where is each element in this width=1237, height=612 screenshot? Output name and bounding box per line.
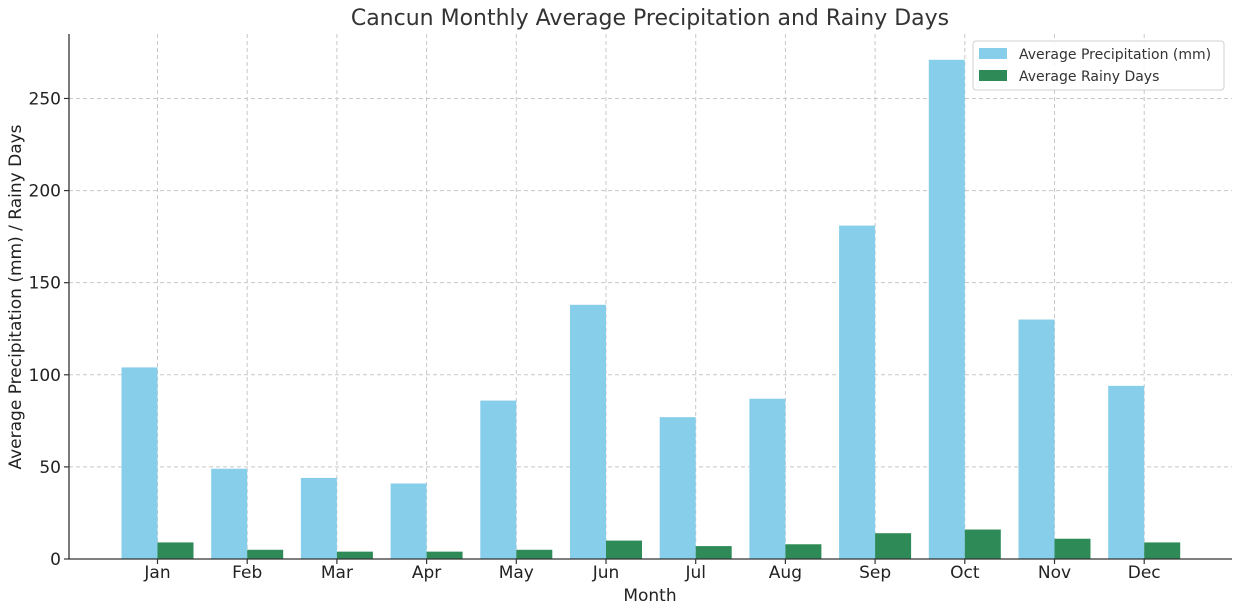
x-tick-label: Dec	[1128, 563, 1161, 583]
legend-label: Average Precipitation (mm)	[1019, 47, 1211, 63]
chart-title: Cancun Monthly Average Precipitation and…	[351, 6, 949, 31]
bar-precipitation-may	[480, 400, 517, 559]
y-tick-label: 200	[29, 182, 61, 202]
y-tick-label: 0	[50, 550, 61, 570]
bar-rainy-days-nov	[1054, 538, 1091, 559]
legend-swatch	[979, 70, 1007, 81]
x-axis-label: Month	[623, 586, 676, 606]
x-tick-label: Sep	[859, 563, 891, 583]
axes	[64, 34, 1232, 564]
x-tick-label: Oct	[950, 563, 980, 583]
bars	[121, 59, 1181, 559]
x-tick-label: Aug	[769, 563, 802, 583]
bar-rainy-days-apr	[426, 551, 463, 559]
bar-rainy-days-mar	[336, 551, 373, 559]
x-tick-label: Jan	[143, 563, 170, 583]
bar-precipitation-jul	[659, 417, 696, 559]
legend-label: Average Rainy Days	[1019, 69, 1159, 85]
bar-rainy-days-oct	[964, 529, 1001, 559]
bar-precipitation-nov	[1018, 319, 1055, 559]
y-axis-label: Average Precipitation (mm) / Rainy Days	[6, 124, 26, 469]
bar-precipitation-oct	[928, 59, 965, 559]
y-tick-label: 50	[39, 458, 61, 478]
bar-rainy-days-feb	[247, 549, 284, 559]
y-tick-label: 150	[29, 274, 61, 294]
bar-precipitation-feb	[211, 468, 248, 559]
bar-rainy-days-dec	[1144, 542, 1181, 559]
bar-rainy-days-sep	[875, 533, 912, 559]
x-tick-label: Jul	[684, 563, 706, 583]
tick-labels: 0 50 100 150 200 250 Jan Feb Mar Apr May Jun Jul Aug S…	[29, 89, 1161, 583]
bar-precipitation-apr	[390, 483, 427, 559]
y-tick-label: 250	[29, 89, 61, 109]
bar-rainy-days-jan	[157, 542, 194, 559]
bar-precipitation-jan	[121, 367, 158, 559]
x-tick-label: Feb	[232, 563, 262, 583]
bar-rainy-days-jul	[695, 546, 732, 559]
x-tick-label: Nov	[1038, 563, 1071, 583]
bar-precipitation-sep	[839, 225, 876, 559]
bar-precipitation-jun	[570, 304, 606, 559]
x-tick-label: Mar	[321, 563, 353, 583]
legend: Average Precipitation (mm) Average Rainy …	[972, 40, 1225, 91]
bar-precipitation-aug	[749, 398, 786, 559]
legend-swatch	[979, 48, 1007, 59]
y-tick-label: 100	[29, 366, 61, 386]
bar-rainy-days-may	[516, 549, 553, 559]
x-tick-label: Jun	[592, 563, 620, 583]
legend-box	[972, 40, 1225, 91]
bar-precipitation-dec	[1108, 385, 1145, 559]
x-tick-label: May	[499, 563, 534, 583]
bar-rainy-days-aug	[785, 544, 822, 559]
x-tick-label: Apr	[412, 563, 441, 583]
bar-precipitation-mar	[300, 477, 337, 559]
bar-rainy-days-jun	[606, 540, 642, 559]
